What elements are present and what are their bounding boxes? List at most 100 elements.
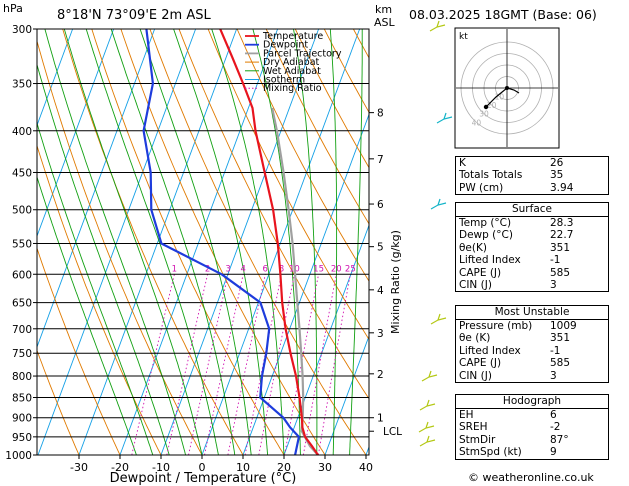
asl-unit-label: ASL <box>374 16 396 29</box>
pressure-tick-label: 700 <box>12 324 32 336</box>
stmspd-label: StmSpd (kt) <box>459 446 522 459</box>
isotherm-line <box>283 223 369 455</box>
totals-totals-label: Totals Totals <box>459 169 523 182</box>
wet-adiabat-line <box>37 121 154 455</box>
mixing-ratio-label: 2 <box>205 264 210 274</box>
pressure-tick-label: 450 <box>12 167 32 179</box>
mixing-ratio-label: 4 <box>240 264 245 274</box>
surface-temp-value: 28.3 <box>550 217 574 229</box>
axis-ticks: 3003504004505005506006507007508008509009… <box>5 24 402 474</box>
legend-label: Temperature <box>262 31 323 42</box>
legend-label: Isotherm <box>263 75 305 86</box>
surface-li-value: -1 <box>550 254 561 267</box>
surface-cin-value: 3 <box>550 278 557 291</box>
pressure-tick-label: 300 <box>12 24 32 36</box>
dry-adiabat-line <box>91 29 285 455</box>
surface-theta-label: θe(K) <box>459 241 487 254</box>
surface-cin-label: CIN (J) <box>459 278 492 291</box>
most-unstable-title: Most Unstable <box>456 306 608 320</box>
eh-value: 6 <box>550 409 557 421</box>
mixing-ratio-label: 25 <box>345 264 356 274</box>
km-tick-label: 1 <box>377 413 384 425</box>
km-tick-label: 5 <box>377 242 384 254</box>
most-unstable-table: Most Unstable Pressure (mb) 1009 θe (K) 35… <box>455 305 609 383</box>
x-tick-label: 30 <box>318 461 332 474</box>
isotherm-line <box>160 29 320 455</box>
mu-cape-label: CAPE (J) <box>459 357 502 370</box>
km-tick-label: 6 <box>377 199 384 211</box>
isotherm-line <box>242 113 369 455</box>
mixing-ratio-label: 20 <box>331 264 342 274</box>
wet-adiabat-line <box>349 29 363 455</box>
wind-barb <box>430 313 447 325</box>
indices-table: K 26 Totals Totals 35 PW (cm) 3.94 <box>455 156 609 196</box>
surface-li-label: Lifted Index <box>459 254 521 267</box>
dewpoint-line <box>142 29 300 455</box>
km-tick-label: 2 <box>377 369 384 381</box>
hodograph-ring-label: 40 <box>472 118 482 127</box>
surface-table: Surface Temp (°C) 28.3 Dewp (°C) 22.7 θe(K… <box>455 202 609 293</box>
km-unit-label: km <box>375 3 392 16</box>
x-axis-title: Dewpoint / Temperature (°C) <box>110 471 297 486</box>
pressure-tick-label: 650 <box>12 298 32 310</box>
pressure-tick-label: 1000 <box>5 450 32 462</box>
isotherm-line <box>37 29 74 127</box>
eh-label: EH <box>459 409 474 421</box>
mixing-ratio-label: 6 <box>263 264 268 274</box>
hodograph-ring-label: 10 <box>495 93 505 102</box>
mixing-ratio-axis-title: Mixing Ratio (g/kg) <box>389 230 402 334</box>
pressure-tick-label: 550 <box>12 238 32 250</box>
mu-pressure-value: 1009 <box>550 320 577 332</box>
legend-label: Parcel Trajectory <box>263 48 342 59</box>
wind-barb <box>419 399 436 411</box>
stmdir-label: StmDir <box>459 433 496 446</box>
pressure-tick-label: 500 <box>12 205 32 217</box>
surface-title: Surface <box>456 203 608 217</box>
x-tick-label: 0 <box>199 461 206 474</box>
mixing-ratio-line <box>131 274 175 455</box>
km-tick-label: 8 <box>377 108 384 120</box>
mu-cin-label: CIN (J) <box>459 369 492 382</box>
wind-barb <box>430 198 447 210</box>
stmdir-value: 87° <box>550 433 569 446</box>
isotherm-line <box>78 29 238 455</box>
dry-adiabat-line <box>37 349 80 455</box>
wind-barb <box>421 370 438 382</box>
isotherm-line <box>37 29 197 455</box>
hodograph-point <box>483 104 489 110</box>
dry-adiabat-line <box>294 29 369 169</box>
pressure-tick-label: 850 <box>12 392 32 404</box>
x-tick-label: -20 <box>111 461 129 474</box>
surface-cape-value: 585 <box>550 266 571 279</box>
x-tick-label: 20 <box>277 461 291 474</box>
dry-adiabat-line <box>615 29 629 455</box>
km-tick-label: 7 <box>377 154 384 166</box>
legend-label: Dewpoint <box>263 40 308 51</box>
plot-frame <box>36 28 370 456</box>
lcl-label: LCL <box>383 426 402 438</box>
mu-theta-value: 351 <box>550 332 571 345</box>
stmspd-value: 9 <box>550 446 557 459</box>
x-tick-label: -30 <box>70 461 88 474</box>
pw-label: PW (cm) <box>459 181 504 194</box>
pressure-tick-label: 350 <box>12 79 32 91</box>
credit-text: © weatheronline.co.uk <box>468 471 594 484</box>
mixing-ratio-line <box>204 274 244 455</box>
hodograph-ring-label: 20 <box>487 101 497 110</box>
mu-li-label: Lifted Index <box>459 344 521 357</box>
wind-barb <box>436 112 453 124</box>
hodograph-ring-label: 30 <box>479 110 489 119</box>
legend-label: Wet Adiabat <box>263 66 321 77</box>
pressure-tick-label: 750 <box>12 348 32 360</box>
x-tick-label: 40 <box>359 461 373 474</box>
mixing-ratio-label: 15 <box>313 264 324 274</box>
wind-barb <box>429 20 446 32</box>
wind-barb <box>418 421 435 433</box>
mu-pressure-label: Pressure (mb) <box>459 320 533 332</box>
wet-adiabat-line <box>44 29 187 455</box>
mu-theta-label: θe (K) <box>459 332 491 345</box>
sreh-value: -2 <box>550 421 561 434</box>
isotherm-line <box>324 334 369 455</box>
